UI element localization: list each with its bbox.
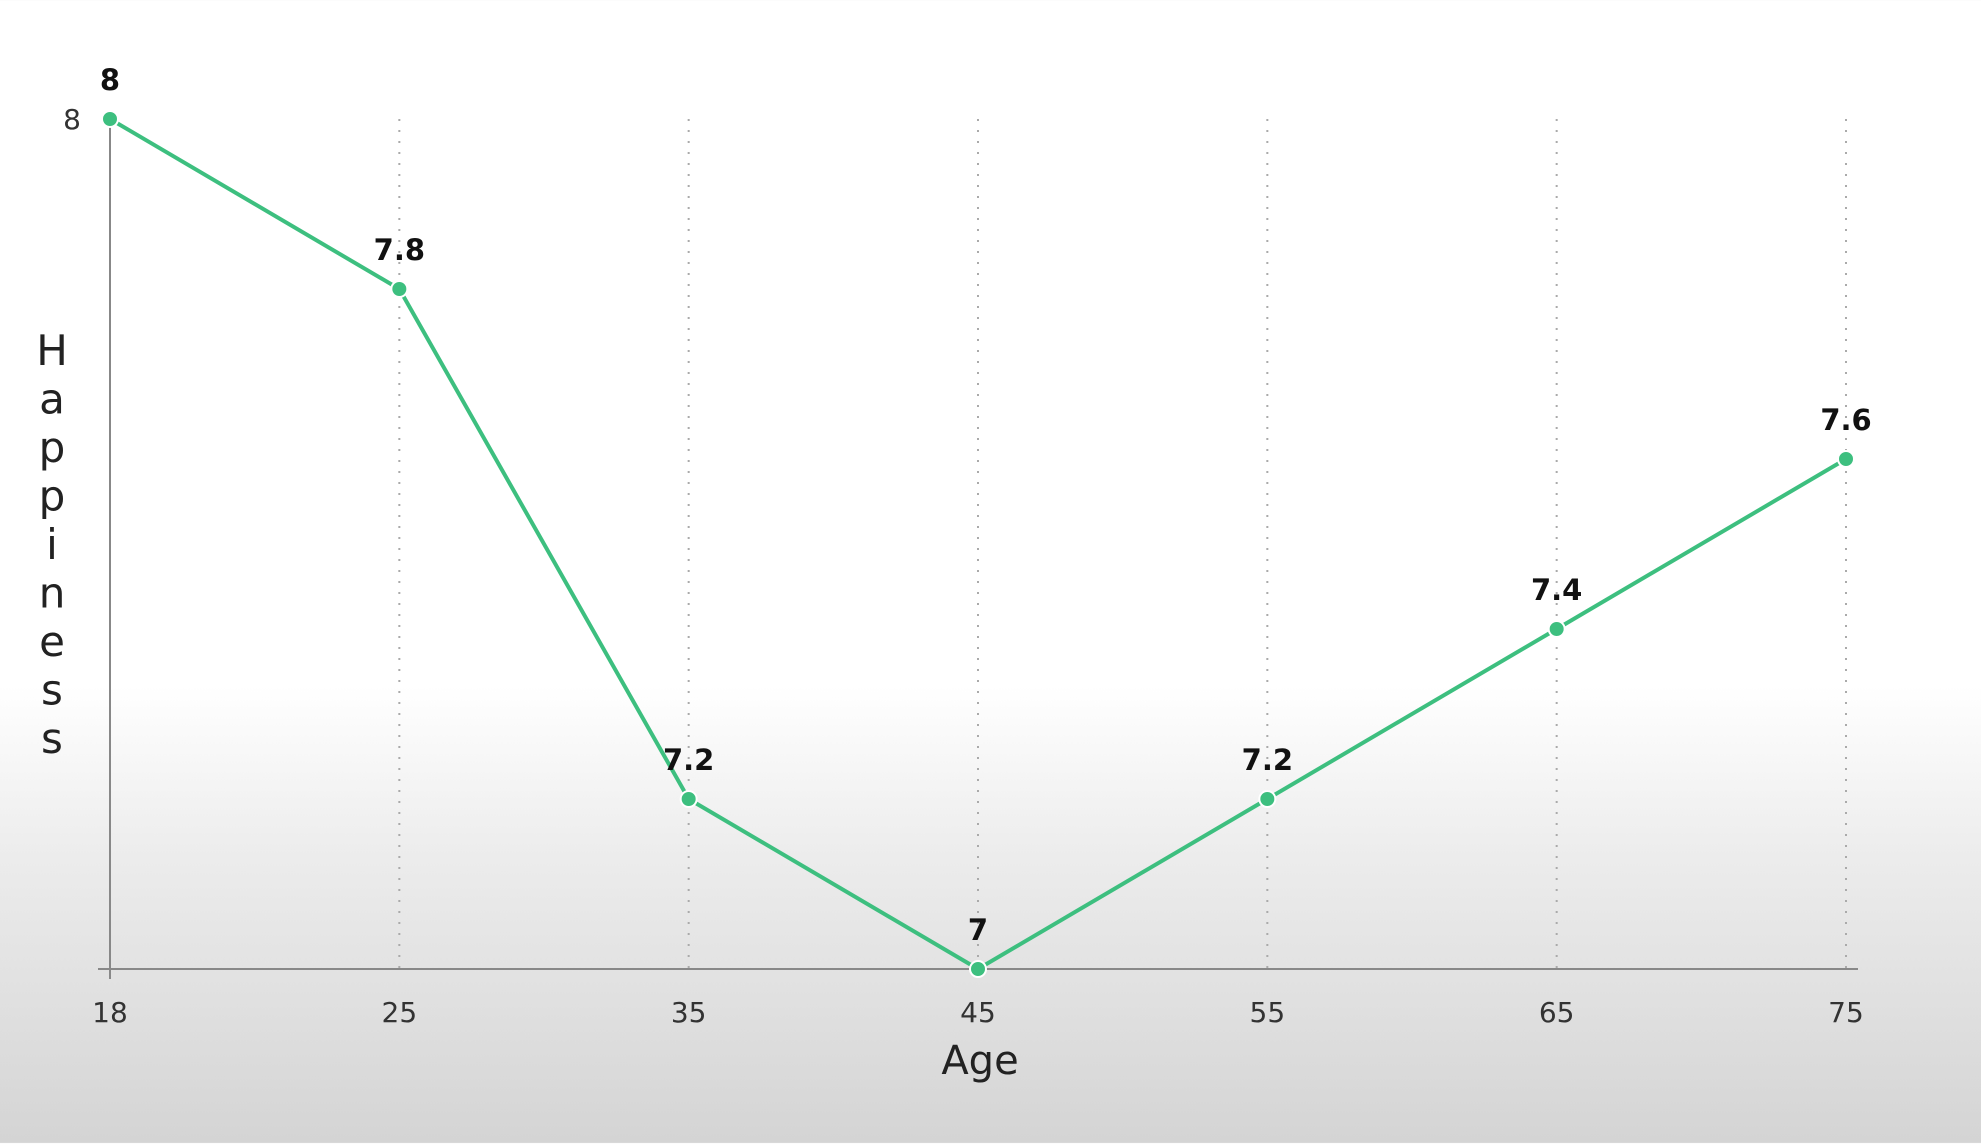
x-tick-labels: 18 25 35 45 55 65 75 [92, 996, 1864, 1029]
x-tick-label-55: 55 [1250, 996, 1286, 1029]
y-axis-title-letter: p [39, 472, 66, 521]
data-point-18 [101, 110, 119, 128]
data-label-25: 7.8 [374, 233, 425, 267]
y-tick-label-8: 8 [63, 103, 81, 136]
data-label-65: 7.4 [1531, 573, 1582, 607]
y-axis-title-letter: e [39, 617, 65, 666]
y-axis-title-letter: H [36, 326, 68, 375]
y-axis-title-letter: n [39, 569, 66, 618]
data-labels: 8 7.8 7.2 7 7.2 7.4 7.6 [100, 63, 1872, 947]
y-axis-title-letter: a [39, 375, 65, 424]
data-point-75 [1837, 450, 1855, 468]
y-axis-title-letter: p [39, 423, 66, 472]
data-point-25 [390, 280, 409, 298]
x-axis-title: Age [941, 1038, 1018, 1084]
x-tick-label-35: 35 [671, 996, 707, 1029]
x-tick-label-65: 65 [1539, 996, 1575, 1029]
grid-layer [398, 119, 1847, 969]
data-label-55: 7.2 [1242, 743, 1293, 777]
data-label-45: 7 [968, 913, 988, 947]
y-axis-title-letter: s [41, 714, 63, 763]
data-label-75: 7.6 [1820, 403, 1871, 437]
y-axis-title-letter: i [46, 520, 58, 569]
x-tick-label-75: 75 [1828, 996, 1864, 1029]
data-label-18: 8 [100, 63, 120, 97]
data-point-35 [679, 790, 698, 808]
series-line [108, 117, 1848, 971]
series-layer [101, 110, 1855, 978]
data-label-35: 7.2 [663, 743, 714, 777]
y-axis-title-letter: s [41, 666, 63, 715]
data-point-45 [969, 960, 987, 978]
x-tick-label-18: 18 [92, 996, 128, 1029]
x-tick-label-45: 45 [960, 996, 996, 1029]
x-tick-label-25: 25 [382, 996, 418, 1029]
y-tick-labels: 8 [63, 103, 81, 136]
data-point-55 [1258, 790, 1277, 808]
data-point-65 [1547, 620, 1566, 638]
